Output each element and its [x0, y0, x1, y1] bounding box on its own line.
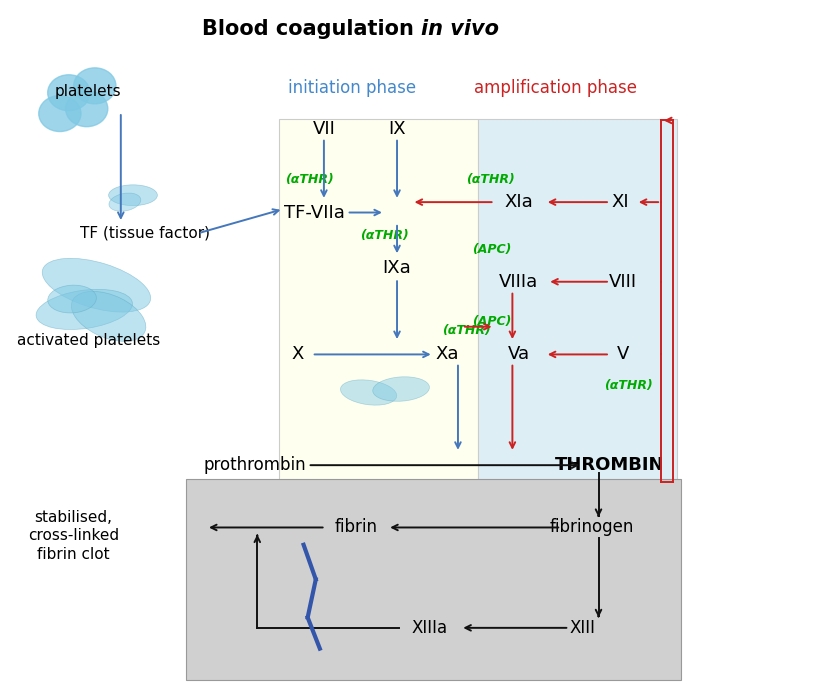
Bar — [185, 479, 681, 680]
Text: IX: IX — [388, 120, 406, 138]
Text: IXa: IXa — [383, 259, 411, 277]
Text: VII: VII — [312, 120, 335, 138]
Text: (αTHR): (αTHR) — [360, 229, 409, 242]
Ellipse shape — [108, 185, 157, 206]
Text: XIa: XIa — [504, 193, 532, 211]
Text: fibrin: fibrin — [335, 518, 378, 537]
Text: XIII: XIII — [569, 619, 595, 637]
Text: Xa: Xa — [436, 345, 459, 363]
Text: activated platelets: activated platelets — [17, 333, 160, 348]
Text: V: V — [616, 345, 628, 363]
Text: (APC): (APC) — [471, 243, 510, 256]
Circle shape — [48, 75, 89, 111]
Text: stabilised,: stabilised, — [35, 509, 113, 525]
Text: Blood coagulation: Blood coagulation — [202, 19, 421, 39]
Text: TF (tissue factor): TF (tissue factor) — [80, 226, 210, 240]
Ellipse shape — [71, 291, 146, 341]
Ellipse shape — [108, 193, 141, 211]
Text: fibrinogen: fibrinogen — [549, 518, 633, 537]
Text: THROMBIN: THROMBIN — [555, 456, 664, 474]
Text: (αTHR): (αTHR) — [465, 174, 514, 186]
Text: XI: XI — [611, 193, 628, 211]
Circle shape — [39, 95, 81, 131]
Text: (αTHR): (αTHR) — [442, 324, 491, 336]
Text: XIIIa: XIIIa — [411, 619, 447, 637]
Text: in vivo: in vivo — [421, 19, 498, 39]
Bar — [478, 119, 676, 489]
Text: platelets: platelets — [55, 84, 122, 99]
Text: Va: Va — [508, 345, 529, 363]
Ellipse shape — [373, 377, 429, 401]
Text: VIII: VIII — [608, 272, 636, 291]
Bar — [279, 119, 478, 489]
Ellipse shape — [42, 259, 151, 312]
Text: prothrombin: prothrombin — [204, 456, 306, 474]
Text: VIIIa: VIIIa — [498, 272, 538, 291]
Circle shape — [74, 68, 116, 104]
Text: fibrin clot: fibrin clot — [37, 547, 110, 562]
Text: (αTHR): (αTHR) — [285, 174, 333, 186]
Text: initiation phase: initiation phase — [288, 79, 416, 97]
Text: amplification phase: amplification phase — [474, 79, 636, 97]
Ellipse shape — [340, 380, 397, 405]
Text: X: X — [291, 345, 304, 363]
Text: (APC): (APC) — [471, 316, 510, 329]
Text: TF-VIIa: TF-VIIa — [283, 204, 344, 222]
Ellipse shape — [36, 289, 132, 329]
Text: cross-linked: cross-linked — [28, 528, 119, 543]
Text: (αTHR): (αTHR) — [604, 379, 652, 392]
Ellipse shape — [48, 285, 96, 313]
Circle shape — [65, 90, 108, 126]
